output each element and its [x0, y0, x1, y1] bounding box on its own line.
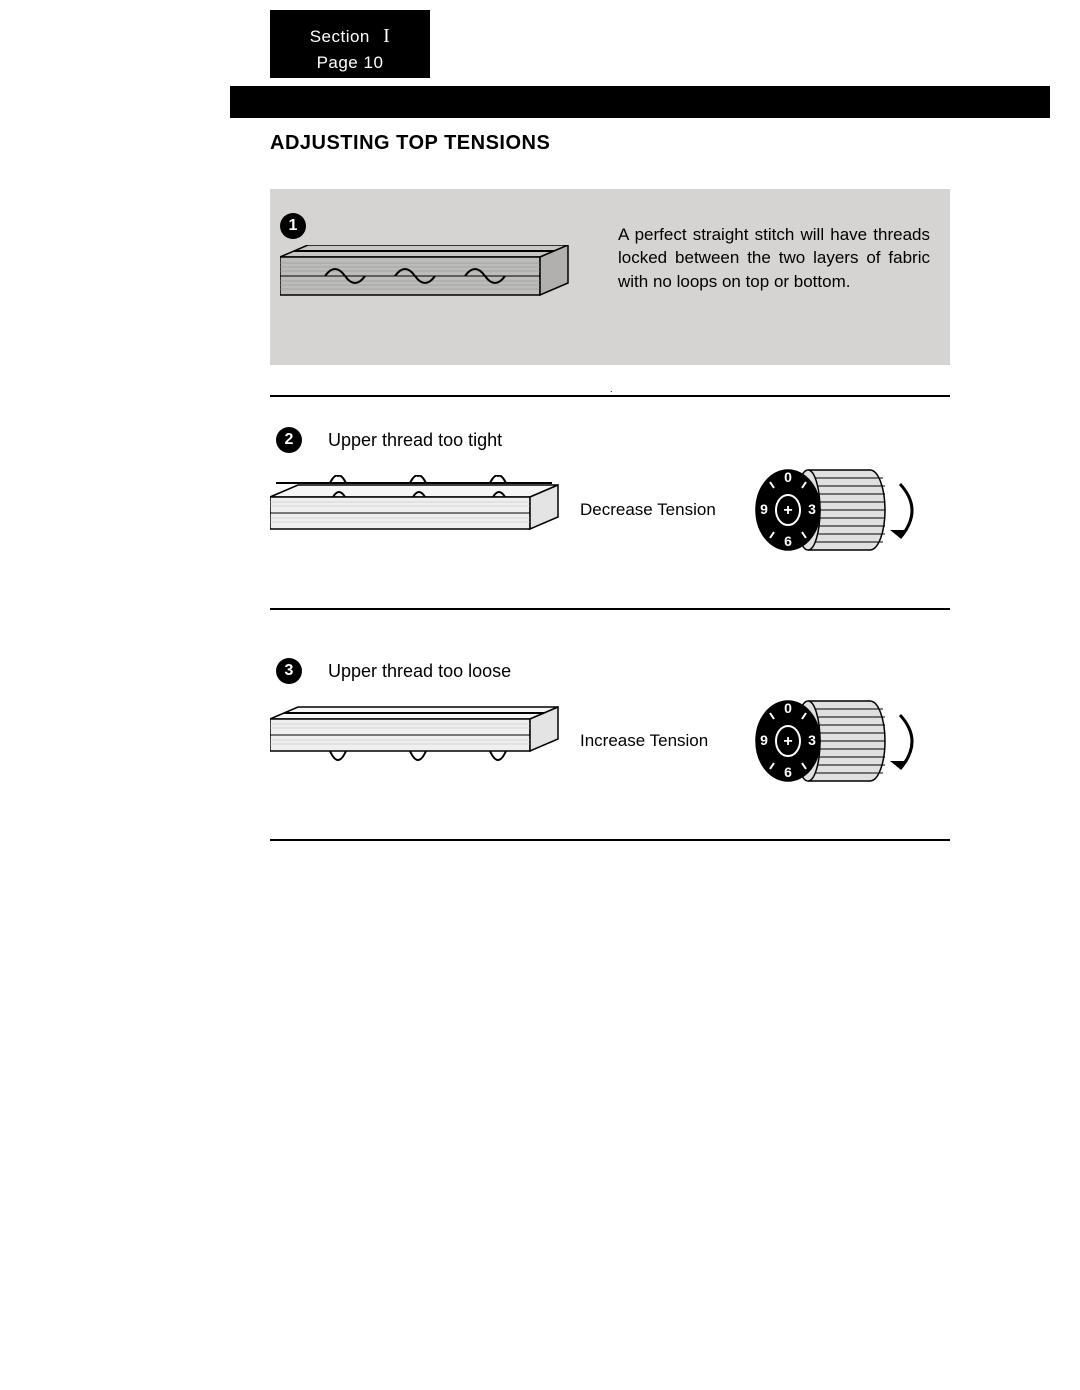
section-number: I	[375, 25, 390, 47]
manual-page: Section I Page 10 ADJUSTING TOP TENSIONS…	[0, 0, 1080, 1390]
dial-center-plus: +	[783, 502, 792, 519]
divider-2	[270, 608, 950, 610]
panel-too-tight: 2 Upper thread too tight	[270, 427, 950, 580]
fabric-diagram-perfect	[280, 245, 570, 317]
page-title: ADJUSTING TOP TENSIONS	[270, 132, 950, 155]
badge-3: 3	[276, 658, 302, 684]
panel-too-loose: 3 Upper thread too loose	[270, 658, 950, 811]
badge-2: 2	[276, 427, 302, 453]
too-loose-heading: Upper thread too loose	[328, 661, 511, 682]
perfect-stitch-description: A perfect straight stitch will have thre…	[618, 223, 930, 293]
svg-text:+: +	[783, 733, 792, 750]
section-label: Section	[310, 27, 370, 46]
svg-text:6: 6	[784, 764, 792, 780]
header-bar	[230, 86, 1050, 118]
svg-text:3: 3	[808, 732, 816, 748]
fabric-diagram-loose	[270, 705, 560, 777]
tension-dial-decrease: 0 3 6 9 +	[750, 460, 920, 560]
section-tab: Section I Page 10	[270, 10, 430, 78]
content-area: ADJUSTING TOP TENSIONS 1	[270, 132, 950, 841]
increase-tension-label: Increase Tension	[580, 731, 730, 751]
divider-3	[270, 839, 950, 841]
dial-num-9: 9	[760, 501, 768, 517]
svg-text:0: 0	[784, 700, 792, 716]
panel-perfect-stitch: 1	[270, 189, 950, 365]
too-tight-heading: Upper thread too tight	[328, 430, 502, 451]
dial-num-3: 3	[808, 501, 816, 517]
decrease-tension-label: Decrease Tension	[580, 500, 730, 520]
badge-1: 1	[280, 213, 306, 239]
tension-dial-increase: 0 3 6 9 +	[750, 691, 920, 791]
divider-1: ˙	[270, 395, 950, 397]
page-number: 10	[364, 53, 384, 72]
fabric-diagram-tight	[270, 475, 560, 545]
page-label: Page	[317, 53, 359, 72]
svg-text:9: 9	[760, 732, 768, 748]
dial-num-0: 0	[784, 469, 792, 485]
dial-num-6: 6	[784, 533, 792, 549]
